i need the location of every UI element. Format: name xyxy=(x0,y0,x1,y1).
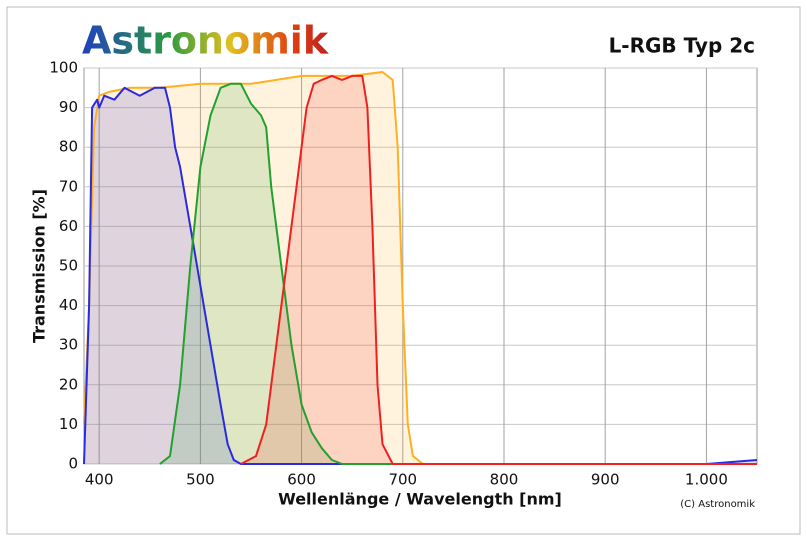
x-tick-label: 600 xyxy=(287,471,316,489)
logo: Astronomik xyxy=(82,19,329,63)
y-tick-label: 10 xyxy=(59,415,78,433)
area xyxy=(159,83,757,465)
y-tick-label: 30 xyxy=(59,336,78,354)
chart-title: L-RGB Typ 2c xyxy=(609,34,755,58)
area xyxy=(84,72,757,464)
y-axis-label: Transmission [%] xyxy=(30,189,49,343)
y-tick-label: 70 xyxy=(59,177,78,195)
y-tick-label: 100 xyxy=(49,59,78,77)
y-tick-label: 60 xyxy=(59,217,78,235)
credit: (C) Astronomik xyxy=(680,499,755,510)
x-tick-label: 800 xyxy=(490,471,519,489)
line xyxy=(83,71,757,465)
y-tick-label: 80 xyxy=(59,138,78,156)
x-tick-label: 900 xyxy=(591,471,620,489)
y-tick-label: 40 xyxy=(59,296,78,314)
x-tick-label: 700 xyxy=(388,471,417,489)
line xyxy=(240,74,757,465)
x-tick-label: 1.000 xyxy=(685,471,728,489)
y-tick-label: 20 xyxy=(59,375,78,393)
line xyxy=(159,82,757,465)
x-axis-label: Wellenlänge / Wavelength [nm] xyxy=(278,490,562,509)
line xyxy=(83,86,758,465)
y-tick-label: 50 xyxy=(59,257,78,275)
x-tick-label: 500 xyxy=(186,471,215,489)
y-tick-label: 0 xyxy=(68,455,78,473)
y-tick-label: 90 xyxy=(59,98,78,116)
area xyxy=(84,87,757,465)
x-tick-label: 400 xyxy=(85,471,114,489)
